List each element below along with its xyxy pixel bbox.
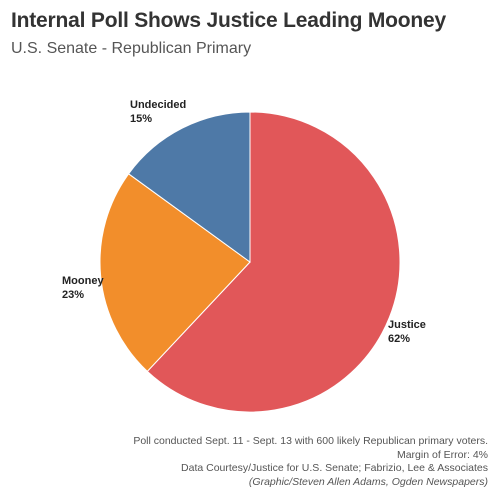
graphic-credit: (Graphic/Steven Allen Adams, Ogden Newsp… (248, 475, 488, 488)
footer-notes: Poll conducted Sept. 11 - Sept. 13 with … (133, 435, 488, 489)
slice-value-justice: 62% (388, 333, 410, 345)
slice-label-justice: Justice (388, 319, 426, 331)
slice-label-mooney: Mooney (62, 275, 104, 287)
data-source: Data Courtesy/Justice for U.S. Senate; F… (181, 462, 488, 474)
chart-subtitle: U.S. Senate - Republican Primary (11, 40, 252, 57)
margin-of-error: Margin of Error: 4% (396, 448, 488, 461)
chart-title: Internal Poll Shows Justice Leading Moon… (11, 9, 447, 32)
slice-value-mooney: 23% (62, 289, 84, 301)
poll-note: Poll conducted Sept. 11 - Sept. 13 with … (133, 435, 488, 447)
slice-label-undecided: Undecided (130, 99, 186, 111)
pie-slice-justice (146, 111, 401, 413)
pie-slice-undecided (127, 111, 251, 263)
pie-slice-mooney (99, 173, 251, 373)
slice-value-undecided: 15% (130, 113, 152, 125)
